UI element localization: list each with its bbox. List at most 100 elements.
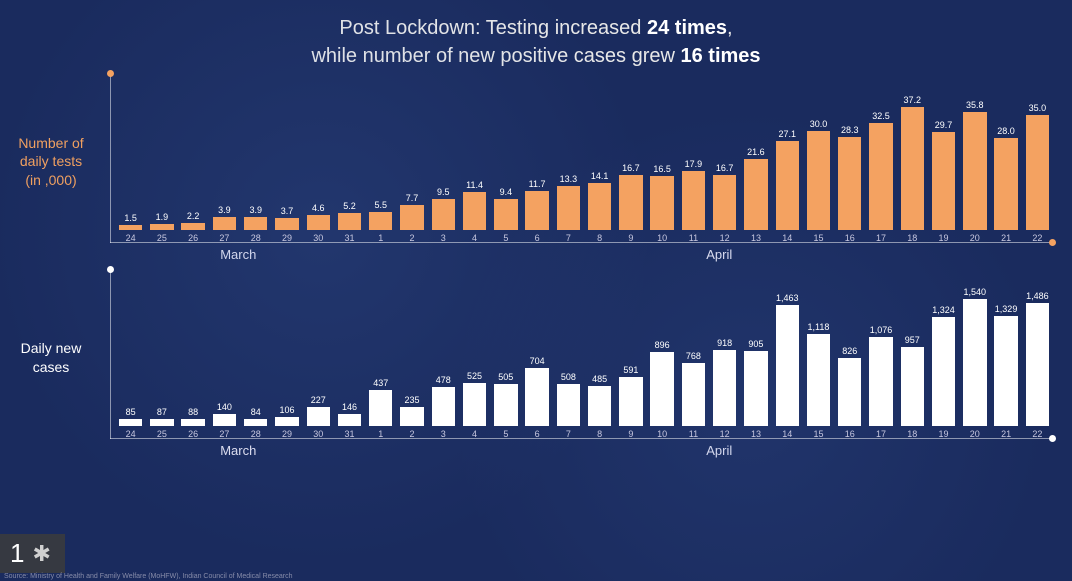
bar-rect [932,132,955,230]
bar-col: 478 [429,276,458,426]
bar-col: 1.9 [147,80,176,230]
bar-rect [838,137,861,230]
month-labels-top: MarchApril [0,247,1072,262]
bar-value-label: 905 [748,339,763,349]
bar-col: 14.1 [585,80,614,230]
bar-value-label: 1,329 [995,304,1018,314]
bar-rect [369,212,392,230]
bar-value-label: 29.7 [935,120,953,130]
bar-value-label: 227 [311,395,326,405]
bar-value-label: 28.3 [841,125,859,135]
bar-value-label: 84 [251,407,261,417]
month-label-april: April [367,247,1072,262]
bar-rect [119,419,142,426]
bar-value-label: 1,463 [776,293,799,303]
bar-rect [713,350,736,426]
bar-col: 227 [304,276,333,426]
bar-col: 235 [397,276,426,426]
bar-col: 106 [272,276,301,426]
bar-col: 16.7 [616,80,645,230]
bar-value-label: 21.6 [747,147,765,157]
bar-rect [275,218,298,230]
bar-rect [744,351,767,426]
bar-value-label: 505 [498,372,513,382]
page-badge: 1 ✱ [0,534,65,573]
bar-value-label: 485 [592,374,607,384]
bar-rect [963,112,986,230]
bar-rect [150,419,173,426]
bar-value-label: 146 [342,402,357,412]
bar-rect [525,191,548,230]
bar-col: 1,486 [1023,276,1052,426]
bar-value-label: 16.7 [622,163,640,173]
bar-value-label: 7.7 [406,193,419,203]
bar-value-label: 1,076 [870,325,893,335]
bar-rect [838,358,861,426]
bottom-chart-ylabel: Daily newcases [0,339,110,375]
bar-rect [807,334,830,426]
bar-rect [619,377,642,426]
bar-rect [369,390,392,426]
bar-rect [588,183,611,230]
bar-value-label: 4.6 [312,203,325,213]
bar-col: 704 [522,276,551,426]
bar-rect [1026,115,1049,231]
bar-col: 1,463 [773,276,802,426]
bar-col: 35.8 [960,80,989,230]
bar-rect [619,175,642,230]
bar-col: 85 [116,276,145,426]
bar-value-label: 235 [405,395,420,405]
month-labels-bottom: MarchApril [0,443,1072,458]
bar-rect [463,383,486,426]
bar-rect [338,414,361,426]
bar-col: 1,118 [804,276,833,426]
bar-value-label: 3.9 [218,205,231,215]
bar-rect [432,387,455,426]
bar-value-label: 13.3 [560,174,578,184]
bar-value-label: 525 [467,371,482,381]
bar-col: 37.2 [898,80,927,230]
bar-col: 84 [241,276,270,426]
bar-col: 1,540 [960,276,989,426]
bar-value-label: 1.5 [124,213,137,223]
bar-value-label: 3.7 [281,206,294,216]
top-chart: Number ofdaily tests(in ,000) 1.51.92.23… [0,80,1072,243]
bar-col: 437 [366,276,395,426]
bar-value-label: 30.0 [810,119,828,129]
chart-title: Post Lockdown: Testing increased 24 time… [0,0,1072,80]
bar-rect [744,159,767,230]
bar-value-label: 1,540 [964,287,987,297]
bar-rect [150,224,173,230]
bar-rect [494,384,517,426]
bar-col: 28.0 [991,80,1020,230]
bar-value-label: 17.9 [685,159,703,169]
bar-value-label: 11.7 [529,179,546,189]
bottom-chart-bars: 8587881408410622714643723547852550570450… [110,276,1052,426]
bar-rect [776,141,799,230]
bar-col: 17.9 [679,80,708,230]
bar-col: 9.4 [491,80,520,230]
bar-value-label: 140 [217,402,232,412]
bar-rect [557,186,580,230]
bar-value-label: 1,118 [808,322,830,332]
bar-col: 5.5 [366,80,395,230]
bar-col: 485 [585,276,614,426]
bar-col: 5.2 [335,80,364,230]
bar-col: 11.4 [460,80,489,230]
bar-rect [588,386,611,426]
bar-col: 918 [710,276,739,426]
bar-value-label: 85 [126,407,136,417]
bar-col: 591 [616,276,645,426]
bar-value-label: 2.2 [187,211,200,221]
bar-rect [307,215,330,230]
bar-value-label: 768 [686,351,701,361]
bar-rect [682,363,705,426]
bar-value-label: 14.1 [591,171,609,181]
bar-col: 3.9 [241,80,270,230]
bar-col: 1,076 [866,276,895,426]
bar-value-label: 16.7 [716,163,734,173]
bar-rect [869,337,892,426]
bar-value-label: 508 [561,372,576,382]
bar-col: 146 [335,276,364,426]
bar-col: 905 [741,276,770,426]
